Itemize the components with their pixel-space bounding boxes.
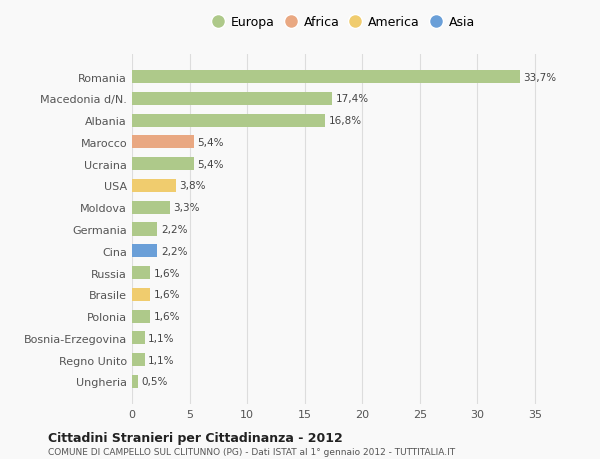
- Bar: [132, 114, 325, 128]
- Bar: [132, 223, 157, 236]
- Text: 33,7%: 33,7%: [523, 73, 557, 83]
- Bar: [132, 310, 151, 323]
- Bar: [132, 353, 145, 366]
- Text: 17,4%: 17,4%: [336, 94, 369, 104]
- Bar: [132, 179, 176, 193]
- Bar: [132, 245, 157, 258]
- Bar: [132, 93, 332, 106]
- Text: 1,1%: 1,1%: [148, 355, 175, 365]
- Text: COMUNE DI CAMPELLO SUL CLITUNNO (PG) - Dati ISTAT al 1° gennaio 2012 - TUTTITALI: COMUNE DI CAMPELLO SUL CLITUNNO (PG) - D…: [48, 448, 455, 456]
- Bar: [132, 375, 138, 388]
- Text: Cittadini Stranieri per Cittadinanza - 2012: Cittadini Stranieri per Cittadinanza - 2…: [48, 431, 343, 444]
- Bar: [132, 158, 194, 171]
- Bar: [132, 136, 194, 149]
- Bar: [132, 71, 520, 84]
- Text: 1,6%: 1,6%: [154, 268, 181, 278]
- Text: 2,2%: 2,2%: [161, 224, 187, 235]
- Text: 1,6%: 1,6%: [154, 311, 181, 321]
- Text: 5,4%: 5,4%: [197, 159, 224, 169]
- Text: 3,8%: 3,8%: [179, 181, 206, 191]
- Bar: [132, 201, 170, 214]
- Bar: [132, 266, 151, 280]
- Text: 1,1%: 1,1%: [148, 333, 175, 343]
- Text: 0,5%: 0,5%: [141, 376, 167, 386]
- Text: 5,4%: 5,4%: [197, 138, 224, 148]
- Bar: [132, 331, 145, 345]
- Text: 1,6%: 1,6%: [154, 290, 181, 300]
- Text: 3,3%: 3,3%: [173, 203, 200, 213]
- Text: 2,2%: 2,2%: [161, 246, 187, 256]
- Text: 16,8%: 16,8%: [329, 116, 362, 126]
- Legend: Europa, Africa, America, Asia: Europa, Africa, America, Asia: [215, 16, 475, 29]
- Bar: [132, 288, 151, 301]
